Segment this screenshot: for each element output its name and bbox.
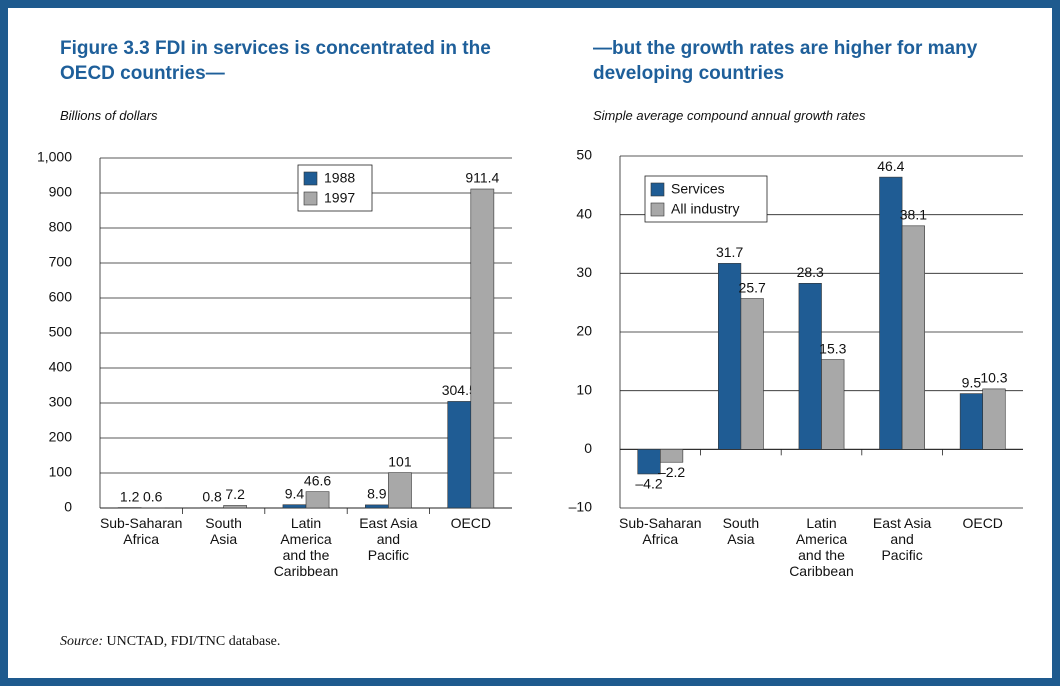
bar <box>982 388 1006 450</box>
value-label: 7.2 <box>225 486 245 502</box>
x-tick-label: OECD <box>962 515 1002 531</box>
source-text: UNCTAD, FDI/TNC database. <box>106 634 281 649</box>
bar <box>901 225 925 450</box>
value-label: 0.8 <box>202 488 222 504</box>
x-tick-label: OECD <box>451 515 491 531</box>
legend-box <box>644 175 768 223</box>
legend-label: 1988 <box>324 170 355 186</box>
bar <box>388 472 412 509</box>
charts: 01002003004005006007008009001,000Sub-Sah… <box>37 147 1023 579</box>
source-note: Source: UNCTAD, FDI/TNC database. <box>60 634 280 650</box>
value-label: 304.5 <box>442 382 477 398</box>
legend-swatch <box>303 171 318 186</box>
bar <box>282 504 307 509</box>
y-tick-label: 400 <box>49 359 73 375</box>
bar <box>718 263 742 450</box>
bar <box>879 176 903 450</box>
y-tick-label: 40 <box>576 205 592 221</box>
value-label: 9.4 <box>285 485 305 501</box>
value-label: 0.6 <box>143 488 163 504</box>
value-label: 8.9 <box>367 486 387 502</box>
y-tick-label: 0 <box>584 440 592 456</box>
bar <box>659 449 684 463</box>
chart-subtitle: Billions of dollars <box>60 108 158 123</box>
y-tick-label: –10 <box>569 499 593 515</box>
value-label: 911.4 <box>465 170 499 186</box>
chart-subtitle: Simple average compound annual growth ra… <box>593 108 866 123</box>
y-tick-label: 100 <box>49 464 73 480</box>
x-tick-label: East Asia and Pacific <box>359 515 418 563</box>
bar <box>470 188 495 509</box>
y-tick-label: 30 <box>576 264 592 280</box>
x-tick-label: South Asia <box>205 515 242 547</box>
value-label: –4.2 <box>635 476 662 492</box>
bar <box>798 283 822 450</box>
y-tick-label: 10 <box>576 381 592 397</box>
chart-title: Figure 3.3 FDI in services is concentrat… <box>60 38 491 84</box>
value-label: 25.7 <box>739 279 766 295</box>
legend-label: Services <box>671 181 725 197</box>
bar <box>447 401 472 509</box>
value-label: 38.1 <box>900 207 927 223</box>
x-tick-label: Sub-Saharan Africa <box>619 515 702 547</box>
bar <box>365 504 389 509</box>
legend-swatch <box>303 191 318 206</box>
value-label: 28.3 <box>797 264 824 280</box>
source-label: Source: <box>60 634 104 649</box>
value-label: –2.2 <box>658 464 685 480</box>
y-tick-label: 500 <box>49 324 73 340</box>
x-tick-label: Sub-Saharan Africa <box>100 515 183 547</box>
value-label: 46.4 <box>877 158 904 174</box>
value-label: 31.7 <box>716 244 743 260</box>
y-tick-label: 700 <box>49 254 73 270</box>
x-tick-label: Latin America and the Caribbean <box>274 515 339 579</box>
value-label: 101 <box>388 453 412 469</box>
chart-title: —but the growth rates are higher for man… <box>593 38 978 84</box>
x-tick-label: South Asia <box>723 515 760 547</box>
y-tick-label: 200 <box>49 429 73 445</box>
value-label: 15.3 <box>819 340 846 356</box>
legend-label: 1997 <box>324 190 355 206</box>
bar <box>305 491 330 509</box>
bar <box>821 359 845 450</box>
legend-swatch <box>650 202 665 217</box>
y-tick-label: 20 <box>576 323 592 339</box>
y-tick-label: 1,000 <box>37 149 72 165</box>
y-tick-label: 600 <box>49 289 73 305</box>
bar <box>223 505 247 509</box>
value-label: 10.3 <box>980 370 1007 386</box>
legend-label: All industry <box>671 201 739 217</box>
value-label: 1.2 <box>120 488 140 504</box>
bar <box>740 298 764 450</box>
y-tick-label: 800 <box>49 219 73 235</box>
y-tick-label: 0 <box>64 499 72 515</box>
y-tick-label: 50 <box>576 147 592 163</box>
value-label: 9.5 <box>962 374 982 390</box>
legend-swatch <box>650 182 665 197</box>
y-tick-label: 900 <box>49 184 73 200</box>
x-tick-label: East Asia and Pacific <box>873 515 932 563</box>
value-label: 46.6 <box>304 472 331 488</box>
bar <box>637 449 661 475</box>
y-tick-label: 300 <box>49 394 73 410</box>
bar <box>959 393 984 450</box>
x-tick-label: Latin America and the Caribbean <box>789 515 854 579</box>
